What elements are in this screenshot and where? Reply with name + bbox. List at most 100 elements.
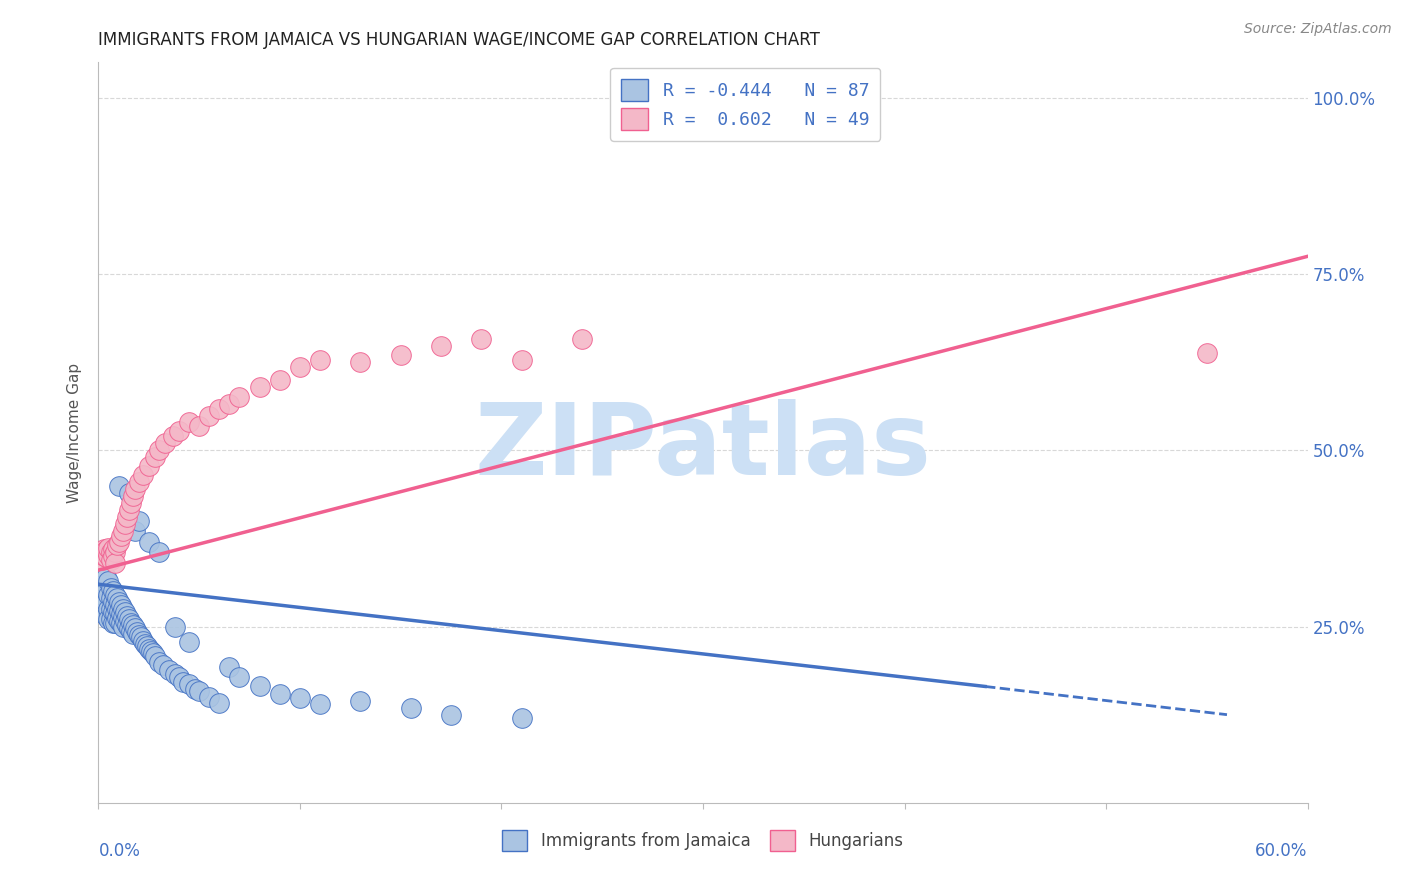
Point: [110, 529, 132, 543]
Point: [470, 332, 492, 346]
Point: [97, 602, 120, 616]
Point: [128, 475, 150, 489]
Point: [115, 609, 138, 624]
Point: [184, 681, 207, 696]
Point: [143, 649, 166, 664]
Point: [93, 549, 115, 563]
Point: [114, 517, 136, 532]
Point: [93, 577, 115, 591]
Point: [124, 482, 146, 496]
Point: [128, 628, 150, 642]
Point: [148, 655, 170, 669]
Point: [132, 467, 155, 482]
Point: [103, 615, 125, 630]
Point: [134, 637, 156, 651]
Point: [143, 450, 166, 465]
Point: [96, 609, 118, 624]
Point: [132, 633, 155, 648]
Point: [249, 380, 271, 394]
Point: [128, 514, 150, 528]
Point: [97, 541, 120, 555]
Point: [101, 595, 124, 609]
Point: [97, 548, 120, 562]
Point: [163, 619, 186, 633]
Text: IMMIGRANTS FROM JAMAICA VS HUNGARIAN WAGE/INCOME GAP CORRELATION CHART: IMMIGRANTS FROM JAMAICA VS HUNGARIAN WAG…: [98, 31, 820, 49]
Point: [510, 711, 533, 725]
Point: [1195, 346, 1218, 360]
Point: [269, 686, 291, 700]
Point: [100, 581, 122, 595]
Text: Source: ZipAtlas.com: Source: ZipAtlas.com: [1244, 22, 1392, 37]
Point: [96, 543, 118, 558]
Point: [129, 630, 152, 644]
Point: [101, 541, 124, 556]
Point: [124, 524, 146, 539]
Point: [118, 503, 141, 517]
Point: [103, 588, 125, 602]
Point: [100, 602, 122, 616]
Point: [111, 610, 134, 624]
Point: [510, 353, 533, 368]
Point: [97, 574, 120, 588]
Point: [105, 611, 128, 625]
Point: [188, 684, 211, 698]
Point: [101, 606, 124, 620]
Point: [110, 615, 132, 630]
Point: [120, 624, 142, 639]
Point: [107, 535, 129, 549]
Point: [100, 612, 122, 626]
Point: [571, 332, 593, 346]
Point: [115, 510, 138, 524]
Point: [91, 599, 114, 613]
Text: 60.0%: 60.0%: [1256, 842, 1308, 860]
Point: [153, 436, 176, 450]
Point: [228, 670, 250, 684]
Point: [96, 570, 118, 584]
Point: [105, 538, 128, 552]
Point: [121, 489, 143, 503]
Point: [93, 541, 115, 556]
Point: [288, 691, 311, 706]
Point: [288, 359, 311, 374]
Point: [135, 640, 157, 654]
Point: [93, 606, 115, 620]
Point: [142, 646, 165, 660]
Point: [97, 588, 120, 602]
Point: [100, 591, 122, 606]
Point: [162, 429, 184, 443]
Point: [172, 674, 194, 689]
Point: [111, 619, 134, 633]
Point: [97, 612, 120, 626]
Point: [118, 485, 141, 500]
Point: [139, 644, 162, 658]
Point: [91, 584, 114, 599]
Point: [138, 458, 160, 473]
Point: [179, 415, 201, 429]
Point: [110, 607, 132, 621]
Point: [114, 606, 136, 620]
Y-axis label: Wage/Income Gap: Wage/Income Gap: [67, 362, 83, 503]
Point: [179, 677, 201, 691]
Point: [167, 424, 190, 438]
Text: ZIPatlas: ZIPatlas: [475, 399, 931, 496]
Point: [111, 524, 134, 539]
Point: [167, 670, 190, 684]
Point: [100, 545, 122, 559]
Point: [103, 607, 125, 621]
Point: [163, 667, 186, 681]
Point: [148, 443, 170, 458]
Point: [107, 595, 129, 609]
Point: [430, 339, 453, 353]
Point: [218, 660, 240, 674]
Point: [107, 614, 129, 628]
Point: [188, 418, 211, 433]
Point: [124, 621, 146, 635]
Point: [91, 552, 114, 566]
Point: [349, 693, 371, 707]
Point: [440, 707, 463, 722]
Point: [228, 390, 250, 404]
Point: [114, 614, 136, 628]
Point: [103, 599, 125, 613]
Point: [389, 348, 412, 362]
Point: [101, 549, 124, 563]
